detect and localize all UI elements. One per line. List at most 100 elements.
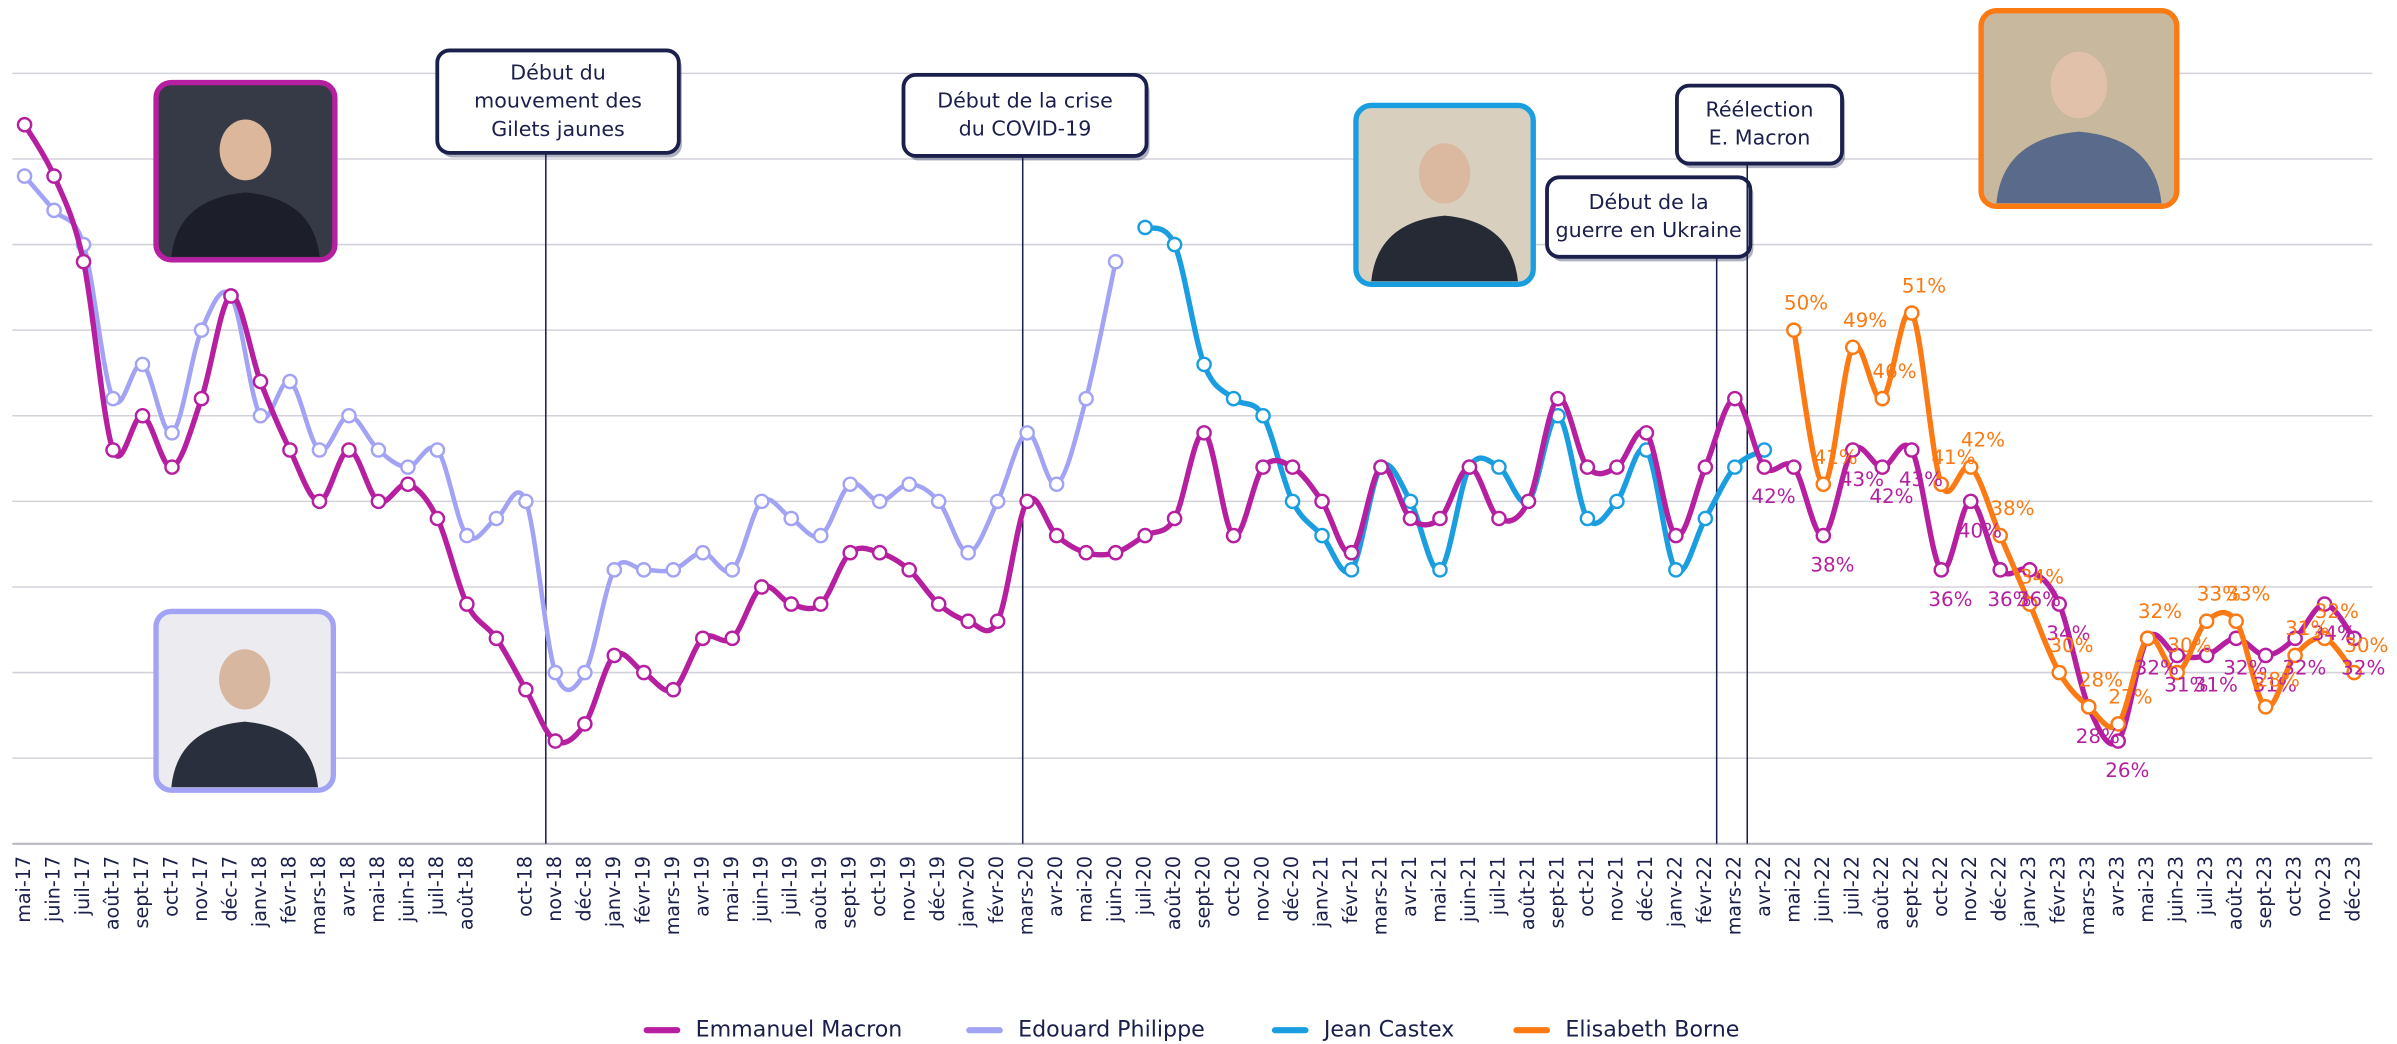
data-point (1109, 255, 1122, 268)
x-tick-label: août-23 (2224, 856, 2247, 930)
x-tick-label: janv-19 (602, 856, 625, 928)
x-tick-label: oct-23 (2283, 856, 2306, 917)
data-label: 38% (1990, 497, 2034, 520)
annotation-text: Début de la (1589, 190, 1709, 214)
data-point (1139, 529, 1152, 542)
data-point (1581, 461, 1594, 474)
x-tick-label: mars-20 (1015, 856, 1038, 935)
x-tick-label: févr-19 (631, 856, 654, 924)
x-tick-label: févr-22 (1693, 856, 1716, 924)
x-tick-label: janv-18 (248, 856, 271, 928)
x-tick-label: juin-19 (749, 856, 772, 923)
legend-label: Jean Castex (1322, 1017, 1454, 1043)
data-point (549, 666, 562, 679)
data-point (283, 375, 296, 388)
x-tick-label: juin-20 (1103, 856, 1126, 923)
data-point (726, 563, 739, 576)
data-point (224, 289, 237, 302)
x-tick-label: sept-17 (130, 856, 153, 929)
portrait-head (220, 120, 272, 181)
data-point (1433, 512, 1446, 525)
x-tick-label: janv-22 (1663, 856, 1686, 928)
data-point (785, 598, 798, 611)
data-point (136, 358, 149, 371)
data-point (1964, 495, 1977, 508)
x-tick-label: juin-22 (1811, 856, 1834, 923)
data-point (1050, 529, 1063, 542)
data-point (1669, 563, 1682, 576)
data-label: 42% (1751, 485, 1795, 508)
data-point (578, 717, 591, 730)
data-point (1669, 529, 1682, 542)
x-tick-label: déc-21 (1634, 856, 1657, 922)
data-label: 38% (1810, 554, 1854, 577)
data-point (726, 632, 739, 645)
data-point (1197, 358, 1210, 371)
data-point (1139, 221, 1152, 234)
data-point (18, 170, 31, 183)
x-tick-label: sept-23 (2253, 856, 2276, 929)
data-label: 30% (2167, 634, 2211, 657)
x-tick-label: sept-21 (1545, 856, 1568, 929)
data-label: 43% (1899, 468, 1943, 491)
data-point (1876, 392, 1889, 405)
series (18, 118, 2361, 747)
data-label: 28% (2076, 725, 2120, 748)
data-label: 30% (2344, 634, 2388, 657)
page: Popularité html, body { margin: 0; paddi… (0, 0, 2397, 1044)
data-point (549, 734, 562, 747)
data-point (1787, 461, 1800, 474)
data-point (1728, 392, 1741, 405)
chart: Début dumouvement desGilets jaunesDébut … (0, 0, 2397, 1044)
x-tick-label: août-20 (1162, 856, 1185, 930)
x-axis: mai-17juin-17juil-17août-17sept-17oct-17… (12, 856, 2365, 935)
data-point (431, 512, 444, 525)
data-point (814, 598, 827, 611)
annotation-text: mouvement des (474, 89, 642, 113)
legend-item: Elisabeth Borne (1516, 1017, 1739, 1043)
x-tick-label: mars-23 (2076, 856, 2099, 935)
data-point (1787, 324, 1800, 337)
legend-label: Elisabeth Borne (1565, 1017, 1739, 1043)
x-tick-label: août-18 (454, 856, 477, 930)
data-point (755, 580, 768, 593)
data-point (2259, 700, 2272, 713)
data-point (844, 546, 857, 559)
data-point (903, 563, 916, 576)
x-tick-label: juil-18 (425, 856, 448, 916)
x-tick-label: mai-23 (2135, 856, 2158, 923)
x-tick-label: déc-20 (1280, 856, 1303, 922)
data-point (460, 529, 473, 542)
data-point (372, 495, 385, 508)
data-label: 41% (1813, 446, 1857, 469)
event-lines: Début dumouvement desGilets jaunesDébut … (437, 50, 1845, 843)
data-label: 27% (2108, 685, 2152, 708)
x-tick-label: oct-18 (513, 856, 536, 917)
x-tick-label: mai-21 (1427, 856, 1450, 923)
x-tick-label: juil-21 (1486, 856, 1509, 916)
x-tick-label: nov-19 (897, 856, 920, 922)
annotation: Début de la crisedu COVID-19 (903, 75, 1149, 844)
data-point (903, 478, 916, 491)
data-point (2141, 632, 2154, 645)
annotation-text: E. Macron (1709, 126, 1811, 150)
data-point (755, 495, 768, 508)
x-tick-label: mars-21 (1368, 856, 1391, 935)
data-point (2082, 700, 2095, 713)
x-tick-label: mars-22 (1722, 856, 1745, 935)
data-point (1315, 529, 1328, 542)
x-tick-label: sept-22 (1899, 856, 1922, 929)
data-point (254, 409, 267, 422)
x-tick-label: oct-21 (1575, 856, 1598, 917)
data-point (1758, 461, 1771, 474)
data-point (696, 632, 709, 645)
data-point (1256, 461, 1269, 474)
data-point (1492, 461, 1505, 474)
data-point (195, 324, 208, 337)
data-point (932, 598, 945, 611)
x-tick-label: déc-18 (572, 856, 595, 922)
x-tick-label: déc-17 (218, 856, 241, 922)
data-point (47, 170, 60, 183)
data-point (1905, 306, 1918, 319)
data-point (785, 512, 798, 525)
